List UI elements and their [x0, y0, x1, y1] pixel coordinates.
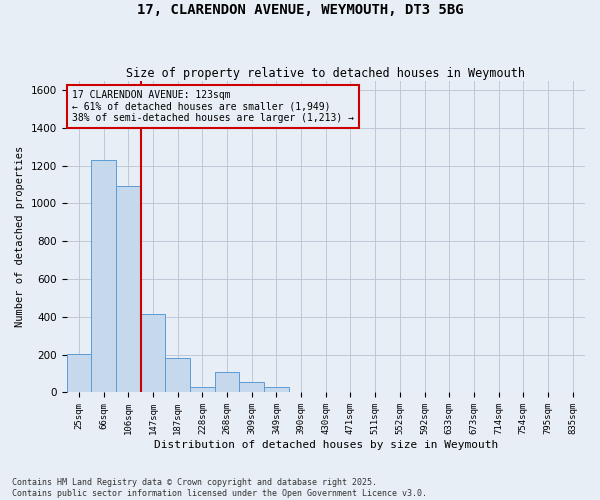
- Bar: [140, 314, 165, 392]
- Y-axis label: Number of detached properties: Number of detached properties: [15, 146, 25, 327]
- Text: Contains HM Land Registry data © Crown copyright and database right 2025.
Contai: Contains HM Land Registry data © Crown c…: [12, 478, 427, 498]
- Bar: [190, 387, 215, 392]
- Bar: [165, 358, 190, 392]
- Bar: [67, 354, 91, 393]
- Title: Size of property relative to detached houses in Weymouth: Size of property relative to detached ho…: [126, 66, 525, 80]
- Bar: [215, 372, 239, 392]
- Bar: [116, 186, 140, 392]
- Bar: [264, 387, 289, 392]
- X-axis label: Distribution of detached houses by size in Weymouth: Distribution of detached houses by size …: [154, 440, 498, 450]
- Text: 17 CLARENDON AVENUE: 123sqm
← 61% of detached houses are smaller (1,949)
38% of : 17 CLARENDON AVENUE: 123sqm ← 61% of det…: [72, 90, 354, 123]
- Bar: [91, 160, 116, 392]
- Bar: [239, 382, 264, 392]
- Text: 17, CLARENDON AVENUE, WEYMOUTH, DT3 5BG: 17, CLARENDON AVENUE, WEYMOUTH, DT3 5BG: [137, 2, 463, 16]
